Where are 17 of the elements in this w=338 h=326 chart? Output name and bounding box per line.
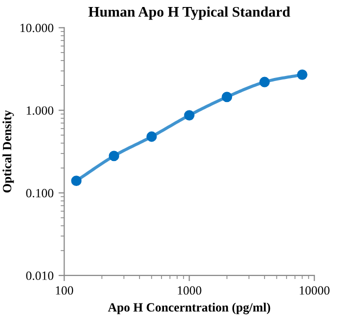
point <box>297 69 308 80</box>
y-tick-label: 0.010 <box>26 271 54 280</box>
y-tick-label: 10.000 <box>20 24 54 32</box>
point <box>184 110 194 120</box>
point <box>71 176 82 186</box>
x-tick-label: 10000 <box>300 286 330 295</box>
point <box>222 92 232 102</box>
x-axis-title: Apo H Concerntration (pg/ml) <box>108 302 270 314</box>
point <box>108 150 120 162</box>
point <box>259 76 270 88</box>
x-tick-label: 100 <box>56 286 74 295</box>
chart-title: Human Apo H Typical Standard <box>88 6 290 20</box>
y-tick-label: 1.000 <box>26 106 54 115</box>
x-tick-label: 1000 <box>178 286 202 295</box>
point <box>146 131 157 142</box>
y-axis-title: Optical Density <box>2 110 14 192</box>
y-tick-label: 0.100 <box>26 188 54 198</box>
